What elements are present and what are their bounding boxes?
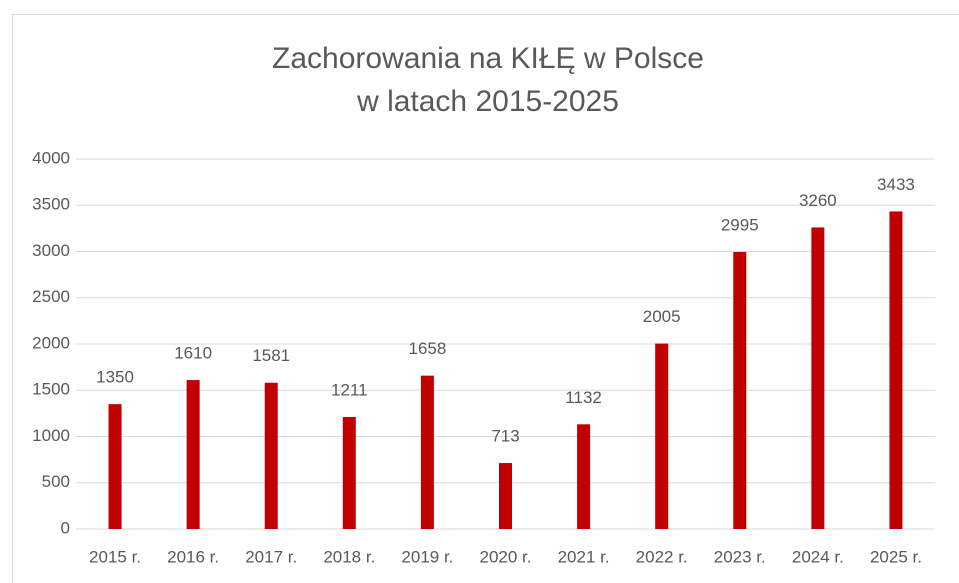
y-tick-label: 3000 xyxy=(32,241,70,260)
bar xyxy=(108,404,122,529)
bar xyxy=(420,375,434,529)
bar xyxy=(733,251,747,529)
data-label: 2995 xyxy=(721,215,759,234)
y-tick-label: 2500 xyxy=(32,287,70,306)
data-label: 2005 xyxy=(643,307,681,326)
x-tick-label: 2017 r. xyxy=(245,547,297,566)
bar xyxy=(811,227,825,529)
bar xyxy=(655,343,669,529)
chart-title: Zachorowania na KIŁĘ w Polsce xyxy=(272,42,704,75)
x-tick-label: 2024 r. xyxy=(792,547,844,566)
data-label: 3433 xyxy=(877,175,915,194)
chart-border xyxy=(12,14,959,583)
x-tick-label: 2023 r. xyxy=(714,547,766,566)
y-tick-label: 1000 xyxy=(32,426,70,445)
x-tick-label: 2016 r. xyxy=(167,547,219,566)
bar xyxy=(577,424,591,529)
data-label: 1658 xyxy=(408,339,446,358)
y-tick-label: 4000 xyxy=(32,148,70,167)
x-tick-label: 2018 r. xyxy=(323,547,375,566)
data-label: 1350 xyxy=(96,368,134,387)
x-tick-label: 2019 r. xyxy=(401,547,453,566)
data-label: 713 xyxy=(491,427,519,446)
x-tick-label: 2022 r. xyxy=(636,547,688,566)
chart-subtitle: w latach 2015-2025 xyxy=(356,85,619,118)
bar xyxy=(889,211,903,529)
data-label: 1211 xyxy=(331,380,368,399)
y-tick-label: 0 xyxy=(61,518,70,537)
bar xyxy=(186,380,200,529)
data-label: 1581 xyxy=(252,346,290,365)
data-label: 3260 xyxy=(799,191,837,210)
y-tick-label: 500 xyxy=(42,472,70,491)
x-tick-label: 2015 r. xyxy=(89,547,141,566)
data-label: 1610 xyxy=(174,344,212,363)
bar xyxy=(264,382,278,529)
y-tick-label: 2000 xyxy=(32,333,70,352)
x-tick-label: 2025 r. xyxy=(870,547,922,566)
x-tick-label: 2021 r. xyxy=(558,547,610,566)
bar xyxy=(499,463,512,529)
bar xyxy=(342,416,356,529)
x-tick-label: 2020 r. xyxy=(480,547,532,566)
y-tick-label: 1500 xyxy=(32,380,70,399)
data-label: 1132 xyxy=(565,388,602,407)
y-tick-label: 3500 xyxy=(32,195,70,214)
